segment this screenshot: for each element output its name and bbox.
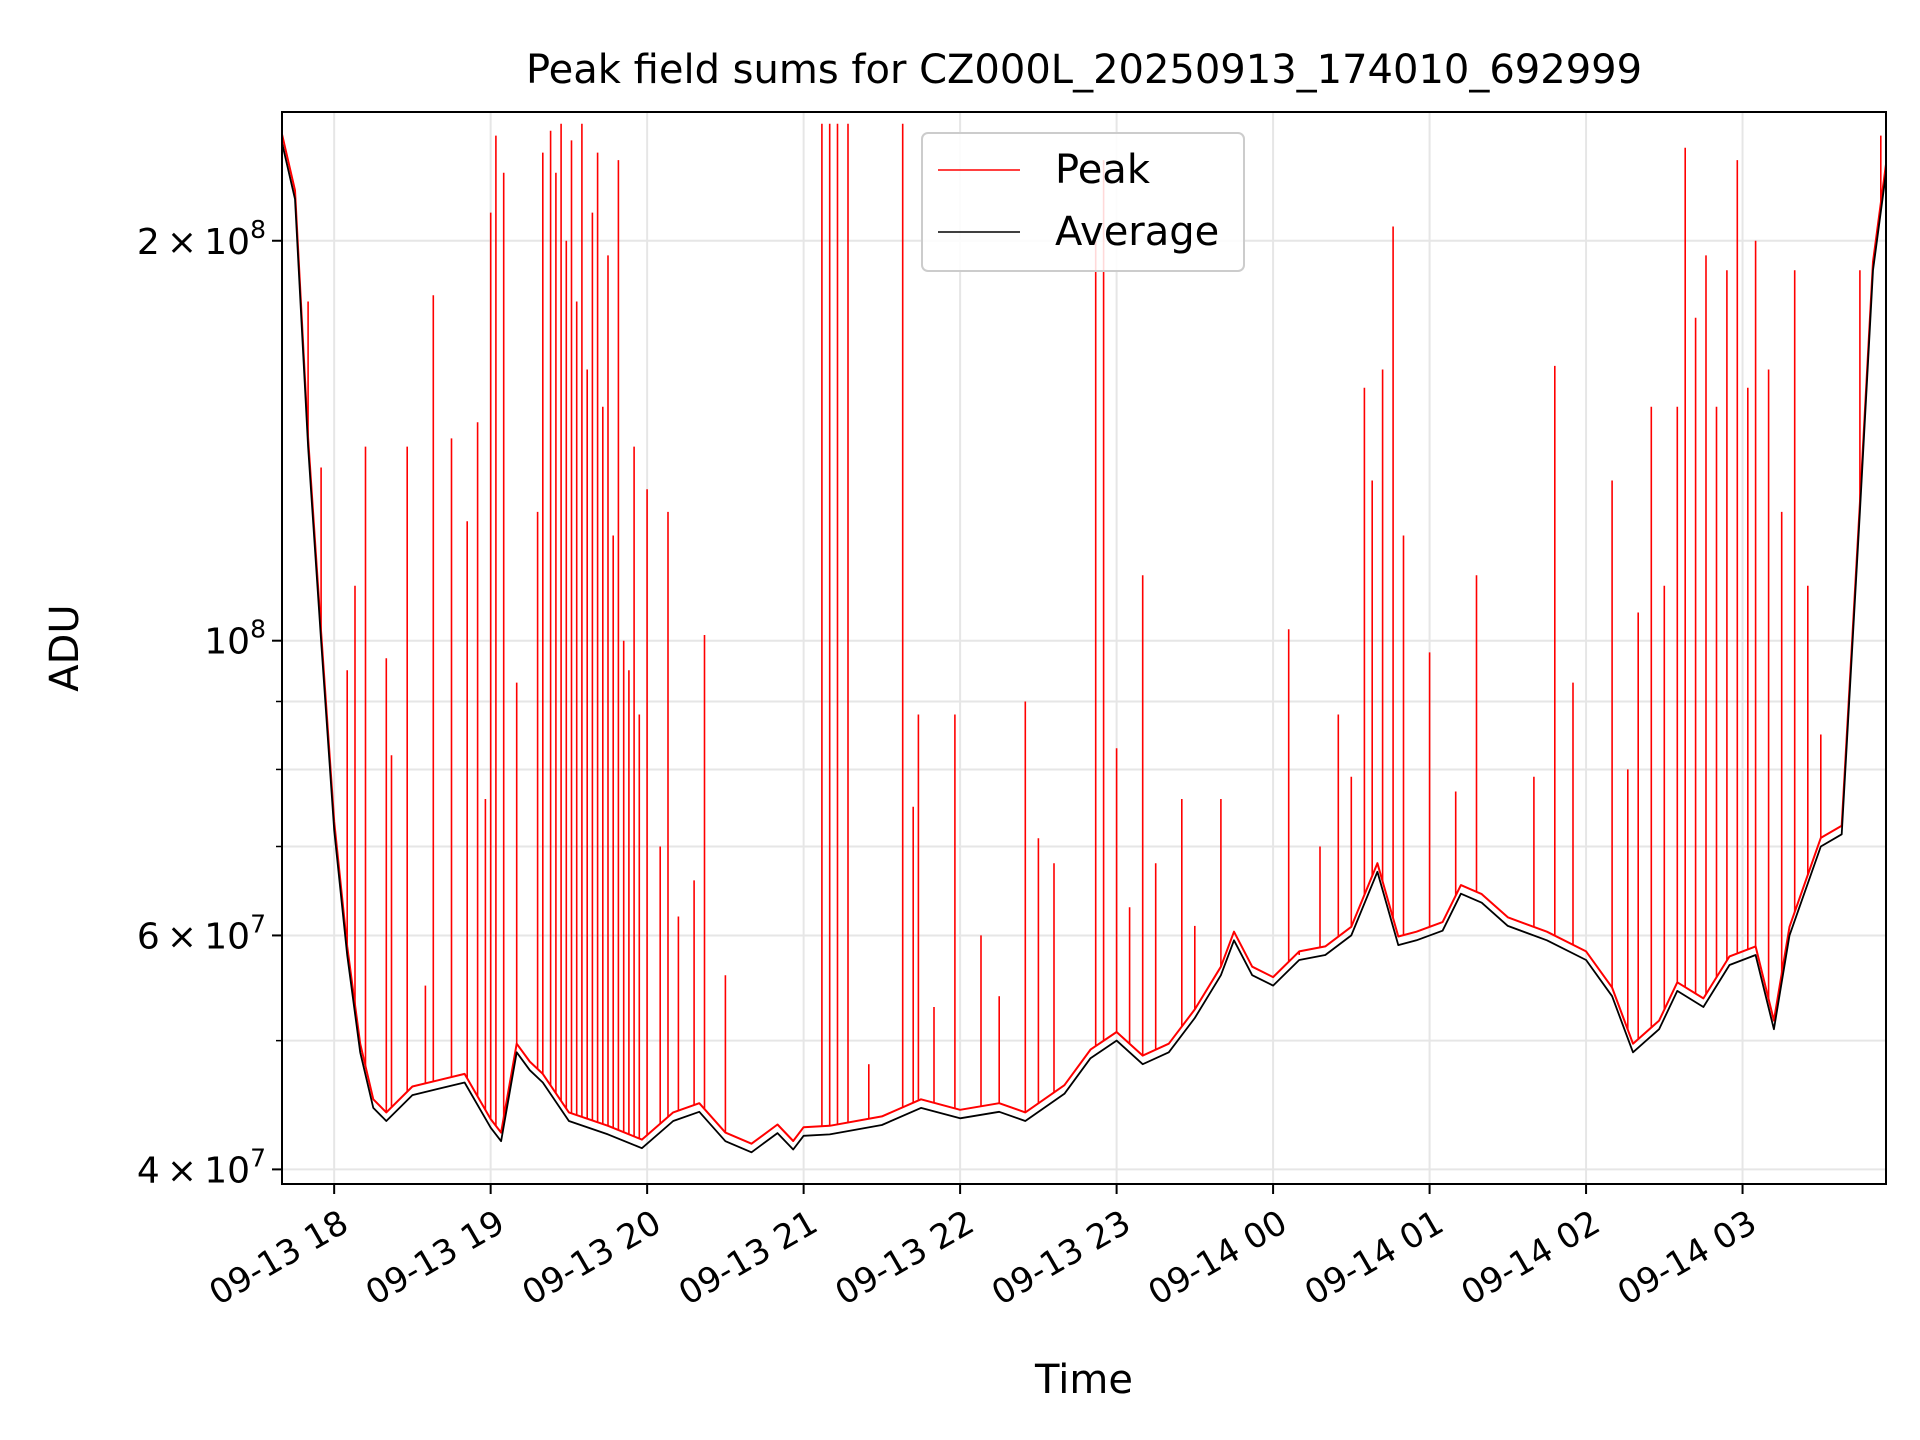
legend-box — [921, 132, 1245, 272]
chart-title: Peak field sums for CZ000L_20250913_1740… — [526, 47, 1642, 93]
legend-average-label: Average — [1055, 209, 1219, 255]
average-series-layer — [282, 142, 1886, 1154]
peak-series-layer — [282, 123, 1886, 1145]
legend-peak-label: Peak — [1055, 147, 1151, 193]
y-axis-label: ADU — [42, 604, 88, 691]
y-tick-label: 6 × 107 — [137, 909, 266, 957]
x-axis-label: Time — [1034, 1357, 1133, 1403]
y-tick-label: 2 × 108 — [137, 215, 266, 263]
average-series-line — [282, 142, 1886, 1154]
legend: Peak Average — [921, 132, 1245, 272]
plot-frame — [281, 111, 1887, 1185]
y-tick-label: 4 × 107 — [137, 1143, 266, 1191]
peak-series-line — [282, 133, 1886, 1145]
